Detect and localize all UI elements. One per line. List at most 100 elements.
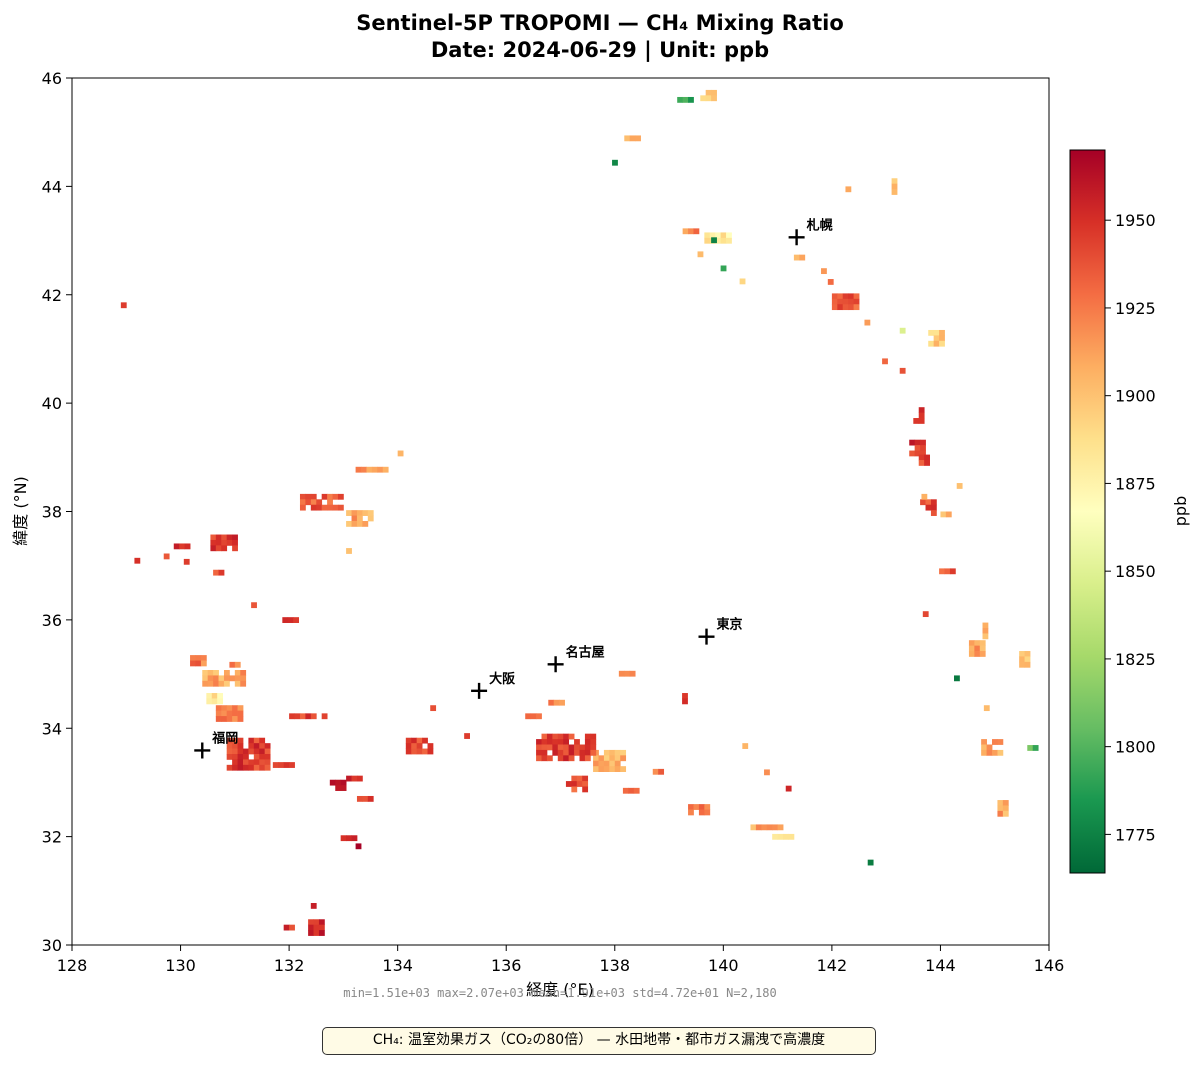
heatmap-cell — [337, 493, 344, 500]
heatmap-cell — [914, 450, 921, 457]
heatmap-cell — [546, 755, 553, 762]
heatmap-cell — [242, 753, 249, 760]
heatmap-cell — [536, 713, 542, 720]
heatmap-cell — [283, 924, 290, 931]
heatmap-cell — [848, 293, 854, 300]
colorbar-tick-label: 1875 — [1115, 474, 1156, 493]
heatmap-cell — [920, 445, 926, 451]
heatmap-cell — [761, 824, 768, 831]
heatmap-cell — [785, 785, 792, 792]
heatmap-cell — [709, 232, 716, 239]
colorbar-tick-label: 1825 — [1115, 650, 1156, 669]
heatmap-cell — [332, 504, 339, 511]
heatmap-cell — [609, 766, 616, 772]
heatmap-cell — [933, 329, 940, 336]
y-tick-label: 34 — [42, 719, 62, 738]
heatmap-cell — [226, 705, 233, 712]
heatmap-cell — [207, 680, 214, 687]
heatmap-cell — [974, 645, 981, 652]
colorbar — [1069, 149, 1106, 874]
heatmap-cell — [272, 762, 279, 768]
heatmap-cell — [210, 545, 217, 552]
heatmap-cell — [609, 749, 616, 756]
heatmap-cell — [920, 499, 926, 506]
heatmap-cell — [629, 135, 636, 142]
heatmap-cell — [242, 759, 249, 766]
heatmap-cell — [624, 135, 631, 142]
heatmap-cell — [928, 329, 935, 336]
heatmap-cell — [939, 340, 945, 347]
y-tick-label: 36 — [42, 611, 62, 630]
heatmap-cell — [226, 710, 233, 717]
heatmap-cell — [355, 843, 362, 850]
heatmap-cell — [571, 775, 578, 782]
heatmap-cell — [248, 743, 255, 749]
city-label: 東京 — [717, 617, 743, 633]
heatmap-cell — [207, 675, 214, 682]
heatmap-cell — [411, 737, 418, 744]
heatmap-cell — [253, 753, 260, 760]
heatmap-cell — [793, 254, 800, 261]
heatmap-cell — [237, 748, 244, 755]
heatmap-cell — [356, 515, 363, 522]
heatmap-cell — [232, 753, 238, 760]
heatmap-cell — [1024, 656, 1031, 663]
heatmap-cell — [242, 764, 249, 771]
heatmap-cell — [582, 781, 589, 787]
heatmap-cell — [704, 809, 711, 816]
heatmap-cell — [979, 645, 986, 652]
heatmap-cell — [720, 237, 727, 244]
heatmap-cell — [620, 766, 627, 772]
heatmap-cell — [997, 810, 1004, 817]
heatmap-cell — [232, 759, 238, 766]
heatmap-cell — [579, 744, 586, 751]
heatmap-cell — [704, 237, 711, 244]
heatmap-cell — [289, 713, 295, 720]
heatmap-cell — [576, 775, 583, 782]
heatmap-cell — [899, 327, 906, 334]
heatmap-cell — [226, 764, 233, 771]
heatmap-cell — [609, 755, 616, 762]
heatmap-cell — [579, 755, 586, 762]
heatmap-cell — [305, 493, 312, 500]
heatmap-cell — [563, 739, 570, 745]
heatmap-cell — [568, 755, 575, 762]
heatmap-cell — [582, 775, 589, 782]
heatmap-cell — [215, 539, 222, 546]
heatmap-cell — [624, 670, 631, 677]
heatmap-cell — [202, 675, 209, 682]
heatmap-cell — [1024, 651, 1031, 657]
heatmap-cell — [536, 739, 542, 745]
heatmap-cell — [299, 493, 306, 500]
heatmap-cell — [259, 748, 266, 755]
heatmap-cell — [221, 545, 228, 552]
heatmap-cell — [688, 96, 694, 103]
heatmap-cell — [120, 302, 127, 309]
heatmap-cell — [704, 232, 711, 239]
heatmap-cell — [416, 743, 423, 749]
heatmap-cell — [195, 660, 202, 667]
heatmap-cell — [232, 534, 238, 541]
x-axis-ticks: 128 130 132 134 136 138 140 142 144 146 — [57, 945, 1064, 975]
heatmap-cell — [313, 919, 320, 926]
heatmap-cell — [229, 661, 236, 668]
heatmap-cell — [367, 510, 374, 516]
heatmap-cell — [918, 407, 925, 414]
heatmap-cell — [346, 835, 352, 842]
heatmap-cell — [909, 450, 916, 457]
heatmap-cell — [422, 748, 428, 755]
heatmap-cell — [848, 298, 854, 305]
heatmap-cell — [593, 766, 599, 772]
heatmap-cell — [1024, 661, 1031, 668]
heatmap-cell — [831, 298, 838, 305]
heatmap-cell — [356, 510, 363, 516]
heatmap-cell — [223, 675, 230, 682]
heatmap-cell — [206, 693, 213, 699]
heatmap-cell — [552, 749, 559, 756]
heatmap-cell — [362, 520, 369, 527]
heatmap-cell — [289, 924, 295, 931]
heatmap-cell — [541, 739, 548, 745]
heatmap-cell — [548, 699, 555, 706]
city-label: 名古屋 — [566, 644, 605, 660]
heatmap-cell — [541, 749, 548, 756]
